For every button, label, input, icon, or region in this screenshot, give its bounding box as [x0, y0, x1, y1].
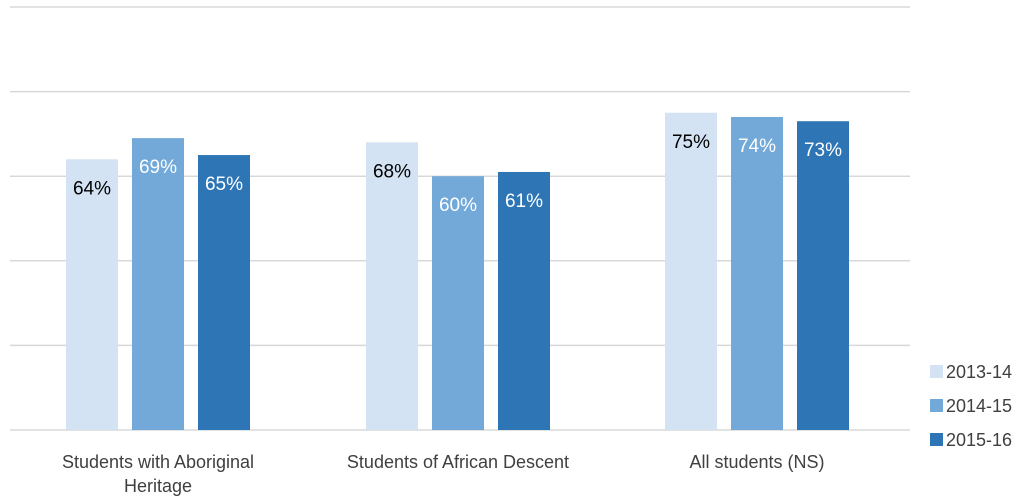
data-label-2013-14-2: 75%	[672, 132, 710, 153]
category-label-line: All students (NS)	[689, 452, 824, 472]
data-labels: 64% 68% 75% 69% 60% 74% 65% 61% 73%	[73, 132, 842, 216]
category-label-line: Students of African Descent	[347, 452, 569, 472]
data-label-2015-16-2: 73%	[804, 140, 842, 161]
category-label-line: Students with Aboriginal	[62, 452, 254, 472]
data-label-2014-15-2: 74%	[738, 136, 776, 157]
bar-2013-14-2	[665, 112, 717, 430]
bar-2015-16-0	[198, 155, 250, 431]
bar-2013-14-1	[366, 142, 418, 431]
category-label-2: All students (NS)	[689, 452, 824, 472]
category-label-0: Students with Aboriginal Heritage	[62, 452, 254, 496]
bar-2014-15-0	[132, 138, 184, 430]
data-label-2015-16-1: 61%	[505, 191, 543, 212]
legend-swatch-2014-15	[930, 399, 943, 412]
bar-2015-16-2	[797, 121, 849, 431]
category-label-1: Students of African Descent	[347, 452, 569, 472]
data-label-2013-14-1: 68%	[373, 161, 411, 182]
legend-label-2014-15: 2014-15	[946, 396, 1012, 416]
legend-label-2015-16: 2015-16	[946, 430, 1012, 450]
category-label-line: Heritage	[124, 476, 192, 496]
legend-swatch-2015-16	[930, 433, 943, 446]
bar-2014-15-2	[731, 116, 783, 430]
data-label-2014-15-0: 69%	[139, 157, 177, 178]
bar-2015-16-1	[498, 171, 550, 430]
data-label-2015-16-0: 65%	[205, 174, 243, 195]
category-axis-labels: Students with Aboriginal HeritageStudents…	[62, 452, 825, 496]
bar-2013-14-0	[66, 159, 118, 430]
legend-label-2013-14: 2013-14	[946, 362, 1012, 382]
data-label-2013-14-0: 64%	[73, 178, 111, 199]
bars	[66, 112, 849, 431]
bar-2014-15-1	[432, 176, 484, 430]
legend-swatch-2013-14	[930, 365, 943, 378]
data-label-2014-15-1: 60%	[439, 195, 477, 216]
legend: 2013-14 2014-15 2015-16	[930, 362, 1012, 450]
